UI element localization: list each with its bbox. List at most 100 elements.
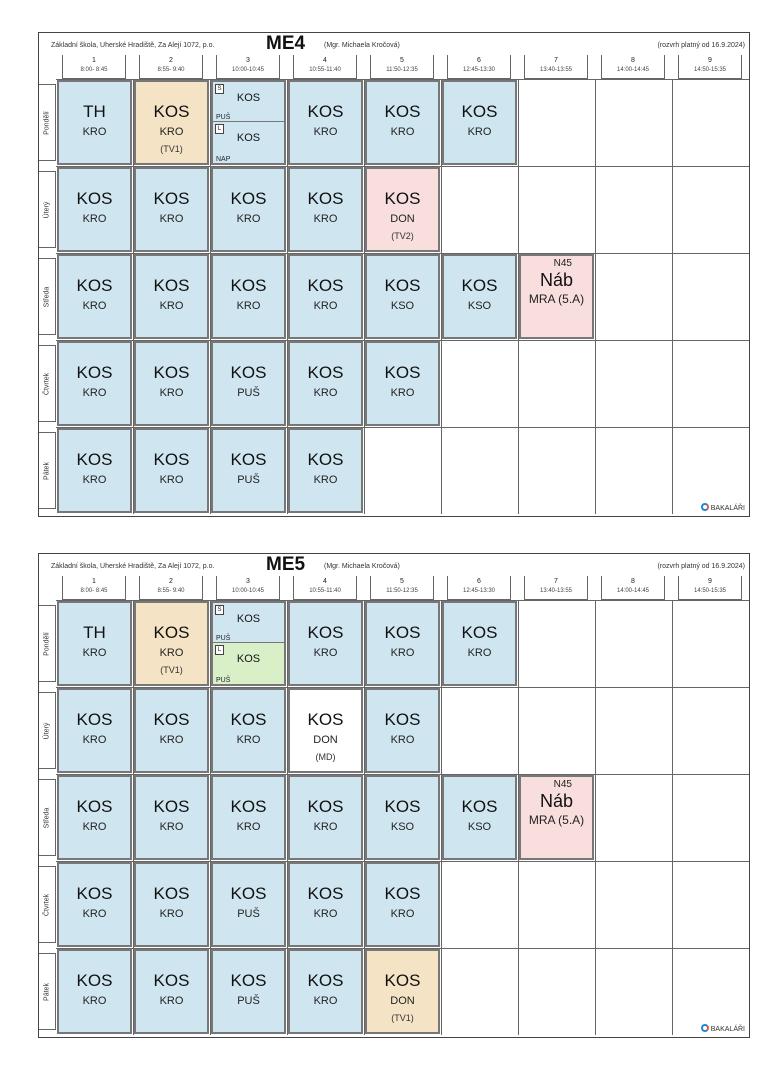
lesson-teacher: KRO (159, 387, 184, 399)
lesson-teacher: KRO (313, 387, 338, 399)
lesson-cell[interactable]: KOS KRO (134, 167, 209, 252)
lesson-cell[interactable]: KOS KRO (365, 601, 440, 686)
lesson-cell[interactable]: TH KRO (57, 601, 132, 686)
lesson-cell[interactable]: KOS KRO (211, 167, 286, 252)
day-name: Středa (43, 286, 51, 307)
lesson-teacher: KRO (236, 821, 261, 833)
day-name: Čtvrtek (43, 893, 51, 916)
lesson-cell[interactable]: KOS KRO (TV1) (134, 601, 209, 686)
lesson-teacher: KRO (82, 821, 107, 833)
lesson-subject: KOS (153, 623, 190, 642)
column-divider (210, 600, 211, 1035)
lesson-cell[interactable]: KOS KRO (288, 341, 363, 426)
lesson-cell[interactable]: KOS KSO (442, 775, 517, 860)
lesson-teacher: KRO (82, 213, 107, 225)
lesson-cell[interactable]: KOS KSO (365, 775, 440, 860)
lesson-cell[interactable]: KOS KRO (134, 688, 209, 773)
lesson-cell[interactable]: KOS KRO (57, 775, 132, 860)
lesson-cell[interactable]: KOS KRO (288, 601, 363, 686)
lesson-cell[interactable]: KOS KRO (365, 688, 440, 773)
lesson-cell[interactable]: KOS KRO (211, 775, 286, 860)
lesson-cell[interactable]: KOS KRO (288, 775, 363, 860)
lesson-subject: KOS (153, 276, 190, 295)
lesson-subject: KOS (236, 653, 261, 665)
lesson-cell[interactable]: KOS KRO (288, 862, 363, 947)
lesson-cell[interactable]: KOS PUŠ (211, 949, 286, 1034)
lesson-cell[interactable]: KOS KRO (57, 428, 132, 513)
lesson-subject: KOS (76, 971, 113, 990)
lesson-teacher: KRO (390, 387, 415, 399)
lesson-cell[interactable]: KOS KRO (442, 80, 517, 165)
split-lesson-bottom[interactable]: L KOS PUŠ (213, 643, 284, 684)
lesson-teacher: KSO (467, 821, 492, 833)
period-time: 8:55- 9:40 (157, 588, 185, 594)
period-number: 1 (92, 57, 96, 64)
lesson-teacher: KRO (390, 126, 415, 138)
lesson-cell[interactable]: KOS KRO (365, 862, 440, 947)
lesson-cell[interactable]: KOS KSO (442, 254, 517, 339)
lesson-cell[interactable]: KOS KRO (TV1) (134, 80, 209, 165)
lesson-cell[interactable]: S KOS PUŠ L KOS NAP (211, 80, 286, 165)
lesson-cell[interactable]: KOS KRO (211, 254, 286, 339)
lesson-cell[interactable]: KOS KRO (442, 601, 517, 686)
lesson-cell[interactable]: KOS KRO (134, 949, 209, 1034)
lesson-cell[interactable]: KOS PUŠ (211, 428, 286, 513)
lesson-subject: KOS (230, 971, 267, 990)
split-lesson-bottom[interactable]: L KOS NAP (213, 122, 284, 163)
lesson-cell[interactable]: N45 Náb MRA (5.A) (519, 775, 594, 860)
lesson-cell[interactable]: TH KRO (57, 80, 132, 165)
period-time: 8:55- 9:40 (157, 67, 185, 73)
lesson-cell[interactable]: KOS KRO (134, 862, 209, 947)
lesson-cell[interactable]: KOS KRO (134, 341, 209, 426)
period-time: 12:45-13:30 (462, 67, 496, 73)
lesson-subject: KOS (76, 884, 113, 903)
lesson-cell[interactable]: KOS DON (TV2) (365, 167, 440, 252)
lesson-cell[interactable]: KOS KRO (288, 80, 363, 165)
lesson-teacher: KRO (159, 647, 184, 659)
period-number: 6 (477, 57, 481, 64)
lesson-cell[interactable]: S KOS PUŠ L KOS PUŠ (211, 601, 286, 686)
class-teacher: (Mgr. Michaela Kročová) (324, 563, 400, 570)
lesson-cell[interactable]: KOS KRO (288, 167, 363, 252)
lesson-cell[interactable]: KOS KRO (57, 341, 132, 426)
lesson-cell[interactable]: KOS KRO (288, 254, 363, 339)
lesson-subject: KOS (236, 132, 261, 144)
split-lesson-top[interactable]: S KOS PUŠ (213, 603, 284, 643)
lesson-cell[interactable]: KOS KRO (134, 428, 209, 513)
lesson-cell[interactable]: KOS KRO (57, 949, 132, 1034)
lesson-cell[interactable]: KOS DON (TV1) (365, 949, 440, 1034)
bakalari-logo-icon (700, 503, 709, 511)
day-label: Úterý (39, 692, 56, 769)
lesson-cell[interactable]: KOS KRO (288, 949, 363, 1034)
lesson-teacher: KRO (82, 734, 107, 746)
lesson-cell[interactable]: KOS KRO (365, 80, 440, 165)
lesson-cell[interactable]: KOS KRO (57, 167, 132, 252)
lesson-subject: KOS (230, 189, 267, 208)
lesson-subject: KOS (384, 710, 421, 729)
lesson-cell[interactable]: KOS KRO (134, 775, 209, 860)
lesson-cell[interactable]: KOS PUŠ (211, 862, 286, 947)
lesson-cell[interactable]: KOS KRO (134, 254, 209, 339)
period-header: 3 10:00-10:45 (216, 55, 280, 79)
class-name: ME4 (266, 33, 306, 54)
period-header: 5 11:50-12:35 (370, 576, 434, 600)
bakalari-brand: BAKALÁŘI (700, 1024, 745, 1033)
period-number: 5 (400, 578, 404, 585)
lesson-teacher: KRO (313, 126, 338, 138)
lesson-subject: KOS (236, 613, 261, 625)
lesson-cell[interactable]: KOS KRO (211, 688, 286, 773)
period-header: 6 12:45-13:30 (447, 576, 511, 600)
period-header: 4 10:55-11:40 (293, 576, 357, 600)
lesson-cell[interactable]: KOS KSO (365, 254, 440, 339)
lesson-cell[interactable]: N45 Náb MRA (5.A) (519, 254, 594, 339)
lesson-teacher: KRO (159, 908, 184, 920)
lesson-cell[interactable]: KOS KRO (288, 428, 363, 513)
lesson-cell[interactable]: KOS KRO (57, 862, 132, 947)
lesson-cell[interactable]: KOS KRO (57, 254, 132, 339)
lesson-cell[interactable]: KOS PUŠ (211, 341, 286, 426)
lesson-cell[interactable]: KOS DON (MD) (288, 688, 363, 773)
lesson-teacher: DON (313, 734, 338, 746)
lesson-cell[interactable]: KOS KRO (57, 688, 132, 773)
lesson-cell[interactable]: KOS KRO (365, 341, 440, 426)
split-lesson-top[interactable]: S KOS PUŠ (213, 82, 284, 122)
